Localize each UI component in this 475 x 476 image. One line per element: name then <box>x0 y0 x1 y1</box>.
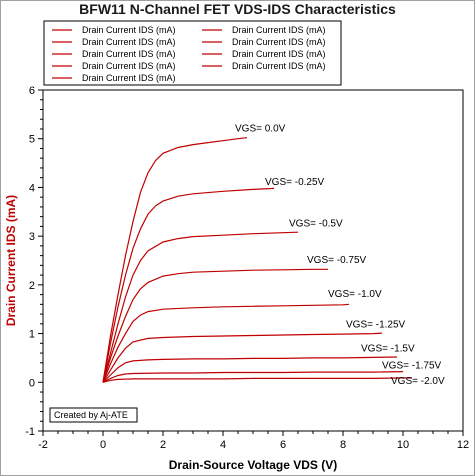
legend-entry: Drain Current IDS (mA) <box>232 37 326 47</box>
legend-entry: Drain Current IDS (mA) <box>82 73 176 83</box>
legend-entry: Drain Current IDS (mA) <box>82 25 176 35</box>
legend-box <box>43 20 342 86</box>
x-tick-label: 8 <box>340 439 346 451</box>
curve-annotation: VGS= -0.75V <box>307 255 367 266</box>
curve-annotation: VGS= -2.0V <box>391 376 445 387</box>
x-tick-label: 12 <box>457 439 469 451</box>
legend-entry: Drain Current IDS (mA) <box>232 61 326 71</box>
curve-annotation: VGS= -1.5V <box>361 344 415 355</box>
series-line <box>102 377 412 383</box>
chart-title: BFW11 N-Channel FET VDS-IDS Characterist… <box>79 1 396 17</box>
legend-entry: Drain Current IDS (mA) <box>82 49 176 59</box>
curve-annotation: VGS= -1.25V <box>346 320 406 331</box>
curve-annotation: VGS= -1.0V <box>328 289 382 300</box>
y-tick-label: 0 <box>29 377 35 389</box>
curve-annotation: VGS= -0.5V <box>289 218 343 229</box>
legend-entry: Drain Current IDS (mA) <box>82 61 176 71</box>
series-line <box>102 332 383 383</box>
x-tick-label: 10 <box>397 439 409 451</box>
y-tick-label: 1 <box>29 329 35 341</box>
y-tick-label: -1 <box>25 426 35 438</box>
curve-annotation: VGS= 0.0V <box>235 123 286 134</box>
series-line <box>102 231 299 383</box>
y-tick-label: 2 <box>29 280 35 292</box>
curve-annotation: VGS= -0.25V <box>265 177 325 188</box>
x-tick-label: -2 <box>38 439 48 451</box>
x-axis-label: Drain-Source Voltage VDS (V) <box>169 458 337 472</box>
series-line <box>102 187 275 383</box>
x-tick-label: 6 <box>280 439 286 451</box>
y-tick-label: 6 <box>29 85 35 97</box>
series-line <box>102 356 398 383</box>
legend-entry: Drain Current IDS (mA) <box>82 37 176 47</box>
x-tick-label: 0 <box>100 439 106 451</box>
credit-box <box>49 407 138 423</box>
legend-entry: Drain Current IDS (mA) <box>232 25 326 35</box>
x-tick-label: 2 <box>160 439 166 451</box>
y-tick-label: 5 <box>29 134 35 146</box>
y-tick-label: 4 <box>29 182 35 194</box>
plot-area <box>42 89 464 432</box>
x-tick-label: 4 <box>220 439 226 451</box>
y-tick-label: 3 <box>29 231 35 243</box>
series-line <box>102 303 350 383</box>
legend-entry: Drain Current IDS (mA) <box>232 49 326 59</box>
y-axis-label: Drain Current IDS (mA) <box>4 195 18 326</box>
series-line <box>102 268 328 383</box>
credit-text: Created by Aj-ATE <box>54 410 128 420</box>
curve-annotation: VGS= -1.75V <box>382 361 442 372</box>
series-line <box>102 371 404 383</box>
series-line <box>102 137 248 383</box>
